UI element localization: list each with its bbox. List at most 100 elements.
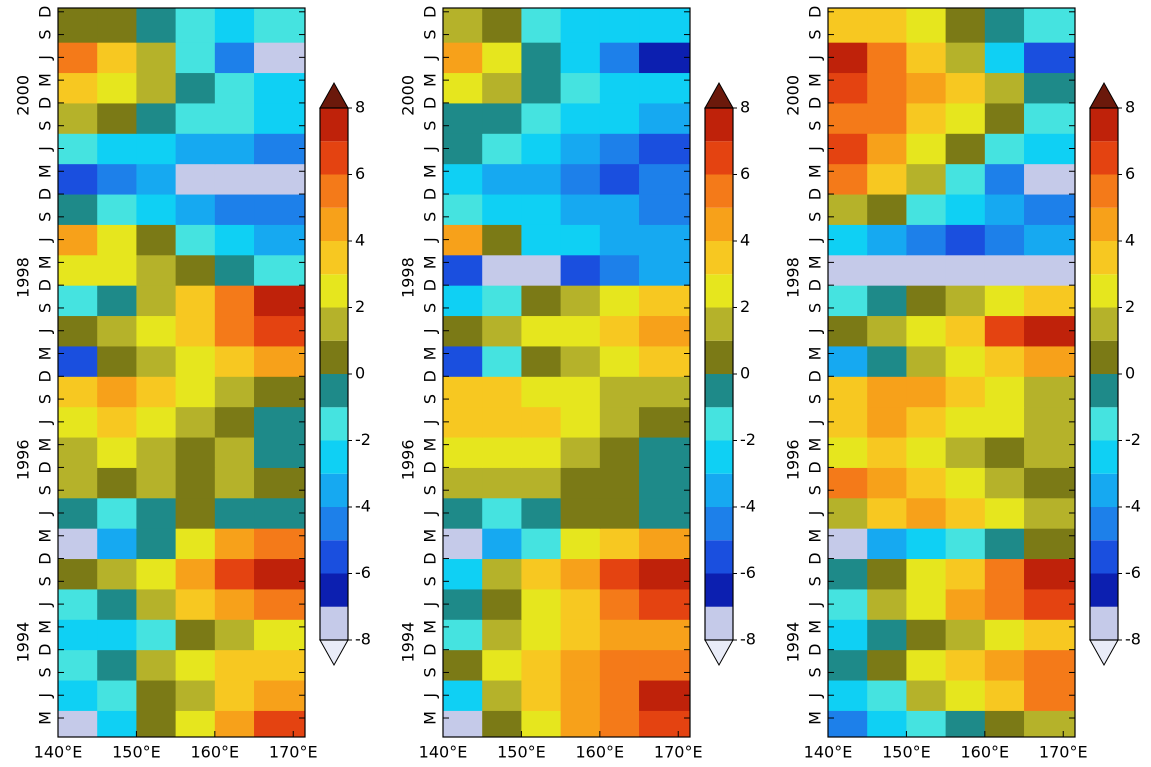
y-tick-label: S <box>421 121 440 131</box>
cell <box>984 163 1025 195</box>
cell <box>175 72 216 104</box>
cell <box>482 345 522 377</box>
cell <box>1024 710 1075 737</box>
cell <box>97 680 137 711</box>
cell <box>599 558 640 590</box>
cell <box>1024 437 1075 468</box>
y-tick-label: D <box>36 279 55 291</box>
cell <box>945 497 986 529</box>
colorbar-band <box>320 473 348 507</box>
cell <box>945 649 986 681</box>
x-tick-label: 140°E <box>419 743 468 762</box>
y-tick-label: S <box>421 30 440 40</box>
colorbar-band <box>320 307 348 341</box>
cell <box>97 102 137 134</box>
cell <box>521 194 562 225</box>
cell <box>984 680 1025 711</box>
cell <box>867 194 907 225</box>
cell <box>984 42 1025 74</box>
cell <box>599 467 640 499</box>
cell <box>482 649 522 681</box>
y-tick-label: D <box>806 279 825 291</box>
cell <box>254 285 305 317</box>
colorbar: -8 -6 -4 -2 0 2 4 6 8 <box>319 81 371 667</box>
cell <box>828 619 868 651</box>
cell <box>97 285 137 317</box>
colorbar-tick-label: -4 <box>1125 497 1141 516</box>
cell <box>443 72 483 104</box>
colorbar-band <box>705 207 733 241</box>
cell <box>214 315 255 347</box>
cell <box>521 8 562 43</box>
cell <box>482 558 522 590</box>
year-label: 1998 <box>14 257 33 298</box>
colorbar-band <box>320 540 348 574</box>
cell <box>639 680 690 711</box>
cell <box>945 163 986 195</box>
y-tick-label: D <box>36 552 55 564</box>
colorbar-band <box>1090 207 1118 241</box>
cell <box>97 8 137 43</box>
cell <box>136 42 177 74</box>
cell <box>58 406 98 438</box>
cell <box>1024 133 1075 165</box>
cell <box>599 8 640 43</box>
y-tick-label: D <box>421 6 440 18</box>
cell <box>175 254 216 286</box>
cell <box>906 406 947 438</box>
cell <box>136 315 177 347</box>
cell <box>175 285 216 317</box>
y-tick-label: J <box>36 55 55 61</box>
cell <box>945 588 986 620</box>
x-tick-label: 140°E <box>804 743 853 762</box>
cell <box>254 528 305 560</box>
cell <box>443 345 483 377</box>
cell <box>482 680 522 711</box>
cell <box>58 528 98 560</box>
cell <box>906 345 947 377</box>
cell <box>984 285 1025 317</box>
colorbar-tick-label: -2 <box>355 430 371 449</box>
cell <box>254 437 305 468</box>
cell <box>599 649 640 681</box>
cell <box>984 406 1025 438</box>
cell <box>97 163 137 195</box>
colorbar-band <box>705 274 733 308</box>
y-tick-label: D <box>806 552 825 564</box>
y-tick-label: D <box>806 97 825 109</box>
cell <box>58 42 98 74</box>
y-tick-label: D <box>421 97 440 109</box>
cell <box>443 528 483 560</box>
cell <box>1024 163 1075 195</box>
cell <box>867 42 907 74</box>
y-tick-label: M <box>806 711 825 725</box>
cell <box>58 437 98 468</box>
cell <box>560 376 601 408</box>
y-tick-label: S <box>36 303 55 313</box>
y-tick-label: S <box>36 667 55 677</box>
cell <box>639 376 690 408</box>
cell <box>521 72 562 104</box>
cell <box>136 133 177 165</box>
cell <box>1024 558 1075 590</box>
year-label: 1996 <box>399 439 418 480</box>
cell <box>254 558 305 590</box>
y-tick-label: J <box>806 420 825 426</box>
cell <box>482 710 522 737</box>
cell <box>828 406 868 438</box>
cell <box>254 497 305 529</box>
cell <box>443 710 483 737</box>
cell <box>984 376 1025 408</box>
y-tick-label: S <box>421 667 440 677</box>
cell <box>136 497 177 529</box>
cell <box>560 619 601 651</box>
cell <box>443 437 483 468</box>
cell <box>1024 285 1075 317</box>
cell <box>599 133 640 165</box>
cell <box>639 619 690 651</box>
y-tick-label: J <box>806 55 825 61</box>
cell <box>521 102 562 134</box>
cell <box>1024 194 1075 225</box>
y-tick-label: M <box>806 347 825 361</box>
y-tick-label: D <box>806 6 825 18</box>
